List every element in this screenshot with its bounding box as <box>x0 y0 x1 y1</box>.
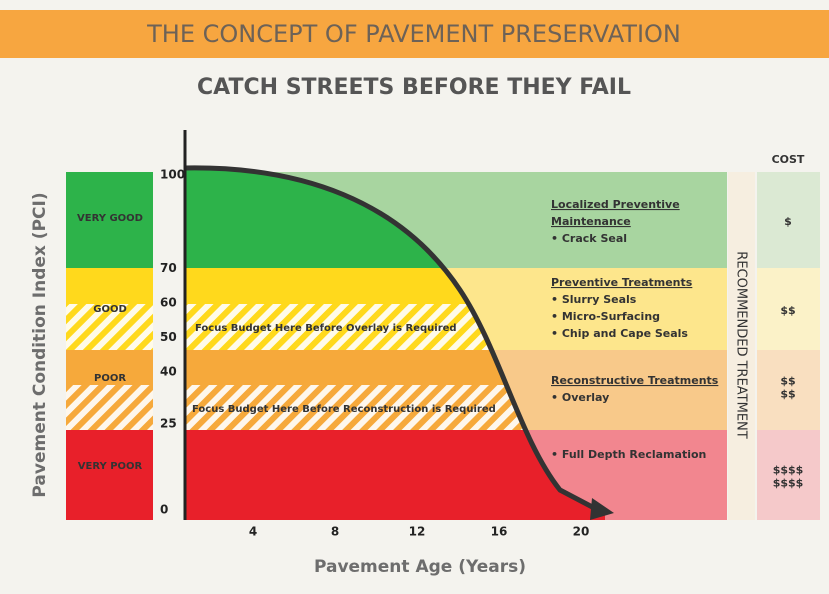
treatment-heading: Reconstructive Treatments <box>551 374 719 387</box>
decline-curve <box>184 165 600 513</box>
y-tick-label: 25 <box>160 416 177 430</box>
treatment-heading: Preventive Treatments <box>551 276 693 289</box>
condition-label: VERY GOOD <box>77 213 143 224</box>
band <box>66 430 153 520</box>
subtitle: CATCH STREETS BEFORE THEY FAIL <box>197 75 631 100</box>
treatment-item: • Micro-Surfacing <box>551 310 660 323</box>
x-tick-label: 20 <box>573 525 590 539</box>
focus-note: Focus Budget Here Before Overlay is Requ… <box>195 323 457 334</box>
focus-note: Focus Budget Here Before Reconstruction … <box>192 404 496 415</box>
y-tick-label: 100 <box>160 168 185 182</box>
condition-label: POOR <box>94 373 126 384</box>
side-column <box>728 172 755 520</box>
treatment-item: • Full Depth Reclamation <box>551 448 706 461</box>
cost-cell <box>757 172 820 268</box>
side-label: RECOMMENDED TREATMENT <box>734 251 749 438</box>
y-axis-label: Pavement Condition Index (PCI) <box>30 192 50 497</box>
x-tick-label: 16 <box>491 525 508 539</box>
y-tick-label: 60 <box>160 296 177 310</box>
condition-label: GOOD <box>93 304 127 315</box>
cost-label: $$ <box>780 304 795 317</box>
cost-heading: COST <box>772 153 805 166</box>
cost-label: $$ <box>780 388 795 401</box>
cost-label: $$ <box>780 375 795 388</box>
y-tick-label: 50 <box>160 330 177 344</box>
y-tick-label: 40 <box>160 365 177 379</box>
condition-label: VERY POOR <box>78 461 143 472</box>
x-tick-label: 8 <box>331 525 339 539</box>
cost-label: $ <box>784 215 792 228</box>
treatment-item: • Overlay <box>551 391 609 404</box>
x-tick-label: 12 <box>409 525 426 539</box>
treatment-item: • Chip and Cape Seals <box>551 327 688 340</box>
y-tick-label: 0 <box>160 503 168 517</box>
band <box>66 172 153 268</box>
cost-cell <box>757 350 820 430</box>
treatment-item: • Slurry Seals <box>551 293 637 306</box>
treatment-heading: Maintenance <box>551 215 631 228</box>
cost-cell <box>757 430 820 520</box>
cost-cell <box>757 268 820 350</box>
hatch <box>66 304 153 350</box>
hatch <box>66 385 153 430</box>
x-axis-label: Pavement Age (Years) <box>314 557 526 577</box>
arrowhead <box>590 498 614 520</box>
header-title: THE CONCEPT OF PAVEMENT PRESERVATION <box>146 20 681 48</box>
y-tick-label: 70 <box>160 261 177 275</box>
cost-label: $$$$ <box>773 464 804 477</box>
header-band <box>0 10 829 58</box>
treatment-item: • Crack Seal <box>551 232 627 245</box>
cost-label: $$$$ <box>773 477 804 490</box>
x-tick-label: 4 <box>249 525 257 539</box>
treatment-heading: Localized Preventive <box>551 198 680 211</box>
